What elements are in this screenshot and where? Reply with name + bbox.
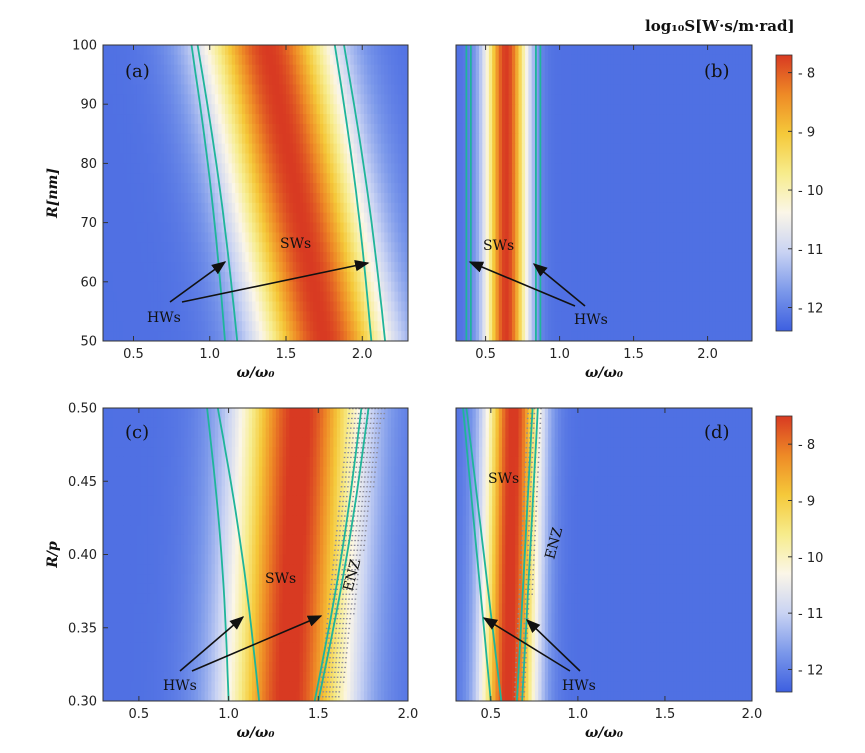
hw-annotation: HWs bbox=[163, 678, 197, 694]
sw-annotation: SWs bbox=[483, 238, 514, 254]
colorbar-tick-label: - 11 bbox=[798, 607, 823, 622]
hw-annotation: HWs bbox=[562, 678, 596, 694]
colorbar-gradient bbox=[775, 415, 793, 693]
x-axis-label: ω/ω₀ bbox=[585, 365, 623, 381]
y-tick-label: 0.30 bbox=[68, 695, 97, 710]
heatmap-field bbox=[103, 408, 408, 701]
sw-annotation: SWs bbox=[280, 236, 311, 252]
hw-contour-line bbox=[521, 408, 539, 701]
x-tick-label: 2.0 bbox=[398, 707, 419, 722]
panel-b: 0.5 1.0 1.5 2.0 ω/ω₀ (b) bbox=[455, 44, 753, 381]
hw-annotation: HWs bbox=[574, 312, 608, 328]
heatmap-field bbox=[103, 45, 408, 341]
y-tick-label: 100 bbox=[72, 39, 97, 54]
colorbar-title: log₁₀S[W·s/m·rad] bbox=[645, 17, 795, 35]
hw-contour-line bbox=[465, 408, 503, 701]
plot-frame bbox=[455, 407, 753, 702]
annotation-arrow bbox=[532, 263, 586, 307]
y-tick-label: 0.35 bbox=[68, 621, 97, 636]
heatmap-field bbox=[456, 45, 752, 341]
hw-contour-line bbox=[190, 45, 226, 341]
x-tick-label: 0.5 bbox=[129, 707, 150, 722]
y-tick-label: 0.40 bbox=[68, 548, 97, 563]
panel-c: 0.5 1.0 1.5 2.0 0.30 0.35 0.40 0.45 0.50 ω/ω₀ R/p (… bbox=[45, 402, 418, 742]
panel-d: 0.5 1.0 1.5 2.0 ω/ω₀ (d) bbox=[455, 407, 763, 741]
sw-annotation: SWs bbox=[488, 471, 519, 487]
annotation-arrow bbox=[525, 619, 581, 672]
x-tick-label: 1.5 bbox=[655, 707, 676, 722]
hw-contour-line bbox=[462, 408, 492, 701]
y-tick-label: 50 bbox=[80, 335, 97, 350]
x-tick-label: 1.0 bbox=[218, 707, 239, 722]
colorbar-bottom: - 8 - 9 - 10 - 11 - 12 bbox=[775, 415, 823, 693]
panel-label: (a) bbox=[125, 61, 150, 82]
hw-annotation: HWs bbox=[147, 310, 181, 326]
x-tick-label: 1.0 bbox=[199, 347, 220, 362]
colorbar-gradient bbox=[775, 54, 793, 332]
plot-frame bbox=[455, 44, 753, 342]
y-axis-label: R[nm] bbox=[45, 168, 61, 219]
colorbar-tick-label: - 10 bbox=[798, 551, 823, 566]
colorbar-tick-label: - 9 bbox=[798, 125, 815, 140]
colorbar-tick-label: - 11 bbox=[798, 243, 823, 258]
y-tick-label: 0.45 bbox=[68, 475, 97, 490]
annotation-arrow bbox=[191, 615, 323, 672]
y-tick-label: 90 bbox=[80, 98, 97, 113]
hw-contour-line bbox=[333, 45, 373, 341]
hw-contour-line bbox=[343, 45, 386, 341]
panel-a: 0.5 1.0 1.5 2.0 50 60 70 80 90 100 ω/ω₀ R[nm] (a) bbox=[45, 39, 409, 381]
panel-label: (c) bbox=[125, 422, 149, 443]
colorbar-top: - 8 - 9 - 10 - 11 - 12 bbox=[775, 54, 823, 332]
annotation-arrow bbox=[181, 260, 370, 303]
y-tick-label: 60 bbox=[80, 275, 97, 290]
y-tick-label: 80 bbox=[80, 157, 97, 172]
x-tick-label: 2.0 bbox=[742, 707, 763, 722]
colorbar-tick-label: - 8 bbox=[798, 438, 815, 453]
annotation-arrow bbox=[169, 261, 227, 303]
x-axis-label: ω/ω₀ bbox=[237, 725, 275, 741]
sw-annotation: SWs bbox=[265, 571, 296, 587]
annotation-arrow bbox=[179, 616, 245, 672]
annotation-arrow bbox=[482, 617, 571, 672]
colorbar-tick-label: - 12 bbox=[798, 663, 823, 678]
x-tick-label: 1.5 bbox=[623, 347, 644, 362]
x-tick-label: 1.0 bbox=[549, 347, 570, 362]
y-tick-label: 70 bbox=[80, 216, 97, 231]
x-tick-label: 2.0 bbox=[697, 347, 718, 362]
x-tick-label: 0.5 bbox=[123, 347, 144, 362]
heatmap-field bbox=[456, 408, 752, 701]
x-tick-label: 0.5 bbox=[480, 707, 501, 722]
hw-contour-line bbox=[206, 408, 230, 701]
colorbar-tick-label: - 9 bbox=[798, 494, 815, 509]
x-axis-label: ω/ω₀ bbox=[585, 725, 623, 741]
x-axis-label: ω/ω₀ bbox=[237, 365, 275, 381]
x-tick-label: 1.5 bbox=[308, 707, 329, 722]
colorbar-tick-label: - 10 bbox=[798, 184, 823, 199]
x-tick-label: 2.0 bbox=[352, 347, 373, 362]
panel-label: (d) bbox=[704, 422, 730, 443]
hw-contour-line bbox=[516, 408, 534, 701]
hw-contour-line bbox=[317, 408, 370, 701]
x-tick-label: 1.5 bbox=[276, 347, 297, 362]
hw-contour-line bbox=[313, 408, 363, 701]
x-tick-label: 0.5 bbox=[475, 347, 496, 362]
panel-label: (b) bbox=[704, 61, 730, 82]
colorbar-tick-label: - 8 bbox=[798, 67, 815, 82]
annotation-arrow bbox=[468, 261, 576, 307]
plot-frame bbox=[102, 44, 409, 342]
hw-contour-line bbox=[216, 408, 260, 701]
y-axis-label: R/p bbox=[45, 541, 61, 569]
x-tick-label: 1.0 bbox=[568, 707, 589, 722]
y-tick-label: 0.50 bbox=[68, 402, 97, 417]
colorbar-tick-label: - 12 bbox=[798, 302, 823, 317]
